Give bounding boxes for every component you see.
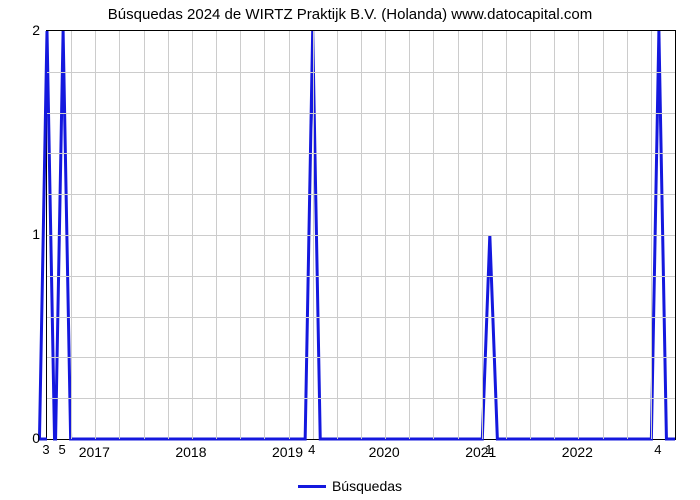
gridline-v	[578, 31, 579, 439]
data-point-label: 4	[308, 442, 315, 457]
legend-swatch	[298, 485, 326, 488]
gridline-v	[482, 31, 483, 439]
gridline-v	[603, 31, 604, 439]
gridline-v	[337, 31, 338, 439]
gridline-v	[506, 31, 507, 439]
gridline-v	[554, 31, 555, 439]
gridline-v	[458, 31, 459, 439]
data-point-label: 3	[42, 442, 49, 457]
x-tick-label: 2022	[562, 444, 593, 460]
y-tick-label: 2	[10, 22, 40, 38]
gridline-v	[361, 31, 362, 439]
gridline-v	[289, 31, 290, 439]
gridline-v	[95, 31, 96, 439]
gridline-v	[119, 31, 120, 439]
gridline-v	[264, 31, 265, 439]
legend: Búsquedas	[0, 475, 700, 495]
gridline-v	[240, 31, 241, 439]
gridline-v	[313, 31, 314, 439]
plot-area	[46, 30, 676, 440]
gridline-v	[651, 31, 652, 439]
gridline-v	[216, 31, 217, 439]
gridline-v	[409, 31, 410, 439]
chart-container: Búsquedas 2024 de WIRTZ Praktijk B.V. (H…	[0, 0, 700, 500]
gridline-v	[530, 31, 531, 439]
gridline-v	[627, 31, 628, 439]
y-tick-label: 1	[10, 226, 40, 242]
data-point-label: 1	[485, 442, 492, 457]
gridline-v	[168, 31, 169, 439]
gridline-v	[71, 31, 72, 439]
data-point-label: 5	[58, 442, 65, 457]
gridline-v	[433, 31, 434, 439]
legend-label: Búsquedas	[332, 478, 402, 494]
x-tick-label: 2018	[175, 444, 206, 460]
x-tick-label: 2017	[79, 444, 110, 460]
chart-title: Búsquedas 2024 de WIRTZ Praktijk B.V. (H…	[0, 6, 700, 23]
gridline-v	[192, 31, 193, 439]
gridline-v	[144, 31, 145, 439]
gridline-v	[385, 31, 386, 439]
data-point-label: 4	[654, 442, 661, 457]
x-tick-label: 2020	[369, 444, 400, 460]
x-tick-label: 2019	[272, 444, 303, 460]
y-tick-label: 0	[10, 430, 40, 446]
